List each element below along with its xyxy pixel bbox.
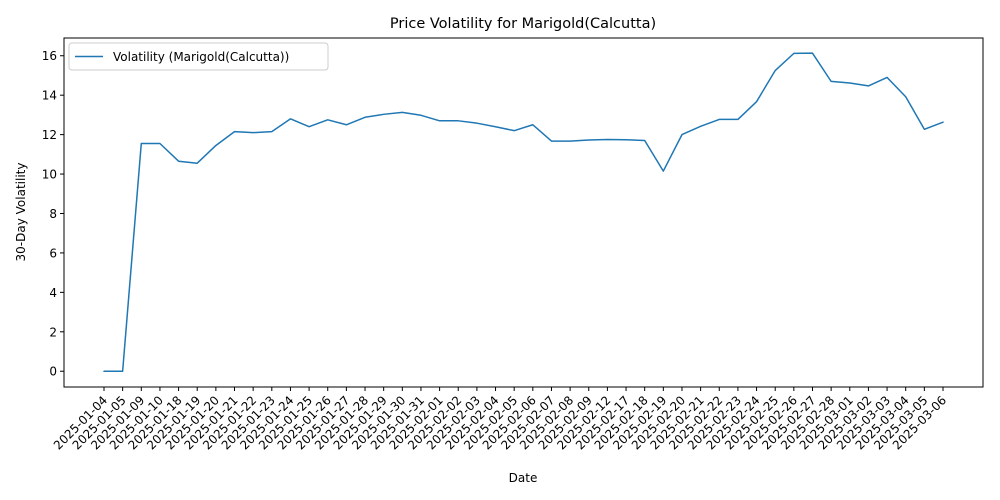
data-point	[494, 126, 496, 128]
data-point	[532, 124, 534, 126]
data-point	[438, 120, 440, 122]
data-point	[867, 85, 869, 87]
data-point	[513, 129, 515, 131]
data-point	[382, 113, 384, 115]
data-point	[681, 133, 683, 135]
data-point	[121, 370, 123, 372]
y-tick-label: 4	[49, 286, 57, 300]
data-point	[606, 138, 608, 140]
data-point	[625, 139, 627, 141]
y-tick-label: 12	[42, 128, 57, 142]
x-axis-label: Date	[509, 471, 538, 485]
data-point	[289, 118, 291, 120]
data-point	[196, 162, 198, 164]
data-point	[699, 125, 701, 127]
data-point	[643, 139, 645, 141]
data-point	[755, 100, 757, 102]
data-point	[588, 139, 590, 141]
data-point	[364, 116, 366, 118]
data-point	[849, 82, 851, 84]
series-layer	[103, 52, 944, 372]
data-point	[457, 120, 459, 122]
data-point	[905, 96, 907, 98]
data-point	[140, 142, 142, 144]
x-axis-ticks: 2025-01-042025-01-052025-01-092025-01-10…	[51, 387, 949, 452]
data-point	[271, 130, 273, 132]
data-point	[662, 170, 664, 172]
y-tick-label: 8	[49, 207, 57, 221]
y-axis-ticks: 0 2 4 6 8 10 12 14 16	[42, 49, 64, 379]
data-point	[103, 370, 105, 372]
y-tick-label: 16	[42, 49, 57, 63]
legend-label: Volatility (Marigold(Calcutta))	[113, 50, 289, 64]
y-tick-label: 0	[49, 365, 57, 379]
data-point	[476, 122, 478, 124]
data-point	[923, 128, 925, 130]
y-tick-label: 2	[49, 325, 57, 339]
data-point	[345, 124, 347, 126]
data-point	[774, 69, 776, 71]
data-point	[942, 121, 944, 123]
data-point	[233, 130, 235, 132]
plot-area-frame	[63, 37, 984, 388]
legend-box	[68, 42, 329, 71]
data-point	[569, 140, 571, 142]
data-point	[718, 118, 720, 120]
data-point	[252, 131, 254, 133]
y-tick-label: 6	[49, 246, 57, 260]
data-point	[886, 76, 888, 78]
chart-title: Price Volatility for Marigold(Calcutta)	[390, 16, 656, 32]
y-axis-label: 30-Day Volatility	[14, 163, 28, 262]
data-point	[308, 126, 310, 128]
data-point	[177, 160, 179, 162]
series-line-volatility	[103, 52, 944, 372]
data-point	[401, 111, 403, 113]
data-point	[215, 144, 217, 146]
data-point	[737, 118, 739, 120]
legend: Volatility (Marigold(Calcutta))	[68, 42, 329, 71]
data-point	[159, 142, 161, 144]
y-tick-label: 10	[42, 168, 57, 182]
y-tick-label: 14	[42, 89, 57, 103]
data-point	[327, 119, 329, 121]
data-point	[811, 52, 813, 54]
data-point	[793, 52, 795, 54]
data-point	[550, 140, 552, 142]
data-point	[830, 80, 832, 82]
data-point	[420, 114, 422, 116]
